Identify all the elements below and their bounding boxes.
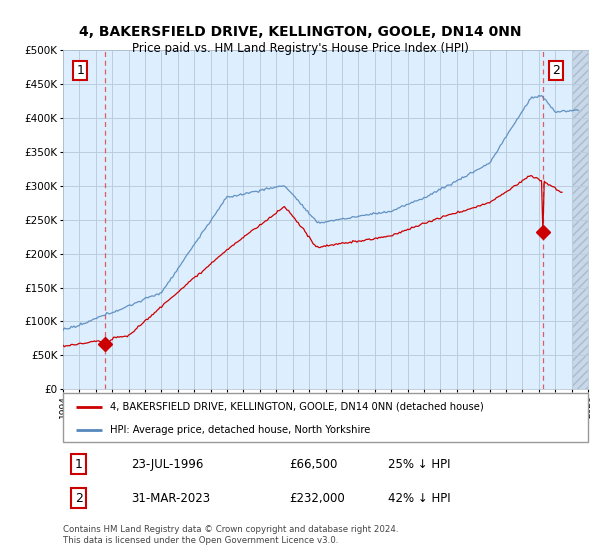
FancyBboxPatch shape bbox=[63, 393, 588, 442]
Text: 1: 1 bbox=[75, 458, 83, 470]
Text: 25% ↓ HPI: 25% ↓ HPI bbox=[389, 458, 451, 470]
Text: 42% ↓ HPI: 42% ↓ HPI bbox=[389, 492, 451, 505]
Text: 2: 2 bbox=[552, 64, 560, 77]
Text: 2: 2 bbox=[75, 492, 83, 505]
Text: £66,500: £66,500 bbox=[289, 458, 337, 470]
Text: 4, BAKERSFIELD DRIVE, KELLINGTON, GOOLE, DN14 0NN: 4, BAKERSFIELD DRIVE, KELLINGTON, GOOLE,… bbox=[79, 25, 521, 39]
Text: 31-MAR-2023: 31-MAR-2023 bbox=[131, 492, 211, 505]
Text: £232,000: £232,000 bbox=[289, 492, 344, 505]
Text: 1: 1 bbox=[76, 64, 84, 77]
Text: Price paid vs. HM Land Registry's House Price Index (HPI): Price paid vs. HM Land Registry's House … bbox=[131, 42, 469, 55]
Text: HPI: Average price, detached house, North Yorkshire: HPI: Average price, detached house, Nort… bbox=[110, 425, 371, 435]
Text: 23-JUL-1996: 23-JUL-1996 bbox=[131, 458, 203, 470]
Text: Contains HM Land Registry data © Crown copyright and database right 2024.
This d: Contains HM Land Registry data © Crown c… bbox=[63, 525, 398, 545]
Bar bbox=[572, 50, 588, 389]
Text: 4, BAKERSFIELD DRIVE, KELLINGTON, GOOLE, DN14 0NN (detached house): 4, BAKERSFIELD DRIVE, KELLINGTON, GOOLE,… bbox=[110, 402, 484, 412]
